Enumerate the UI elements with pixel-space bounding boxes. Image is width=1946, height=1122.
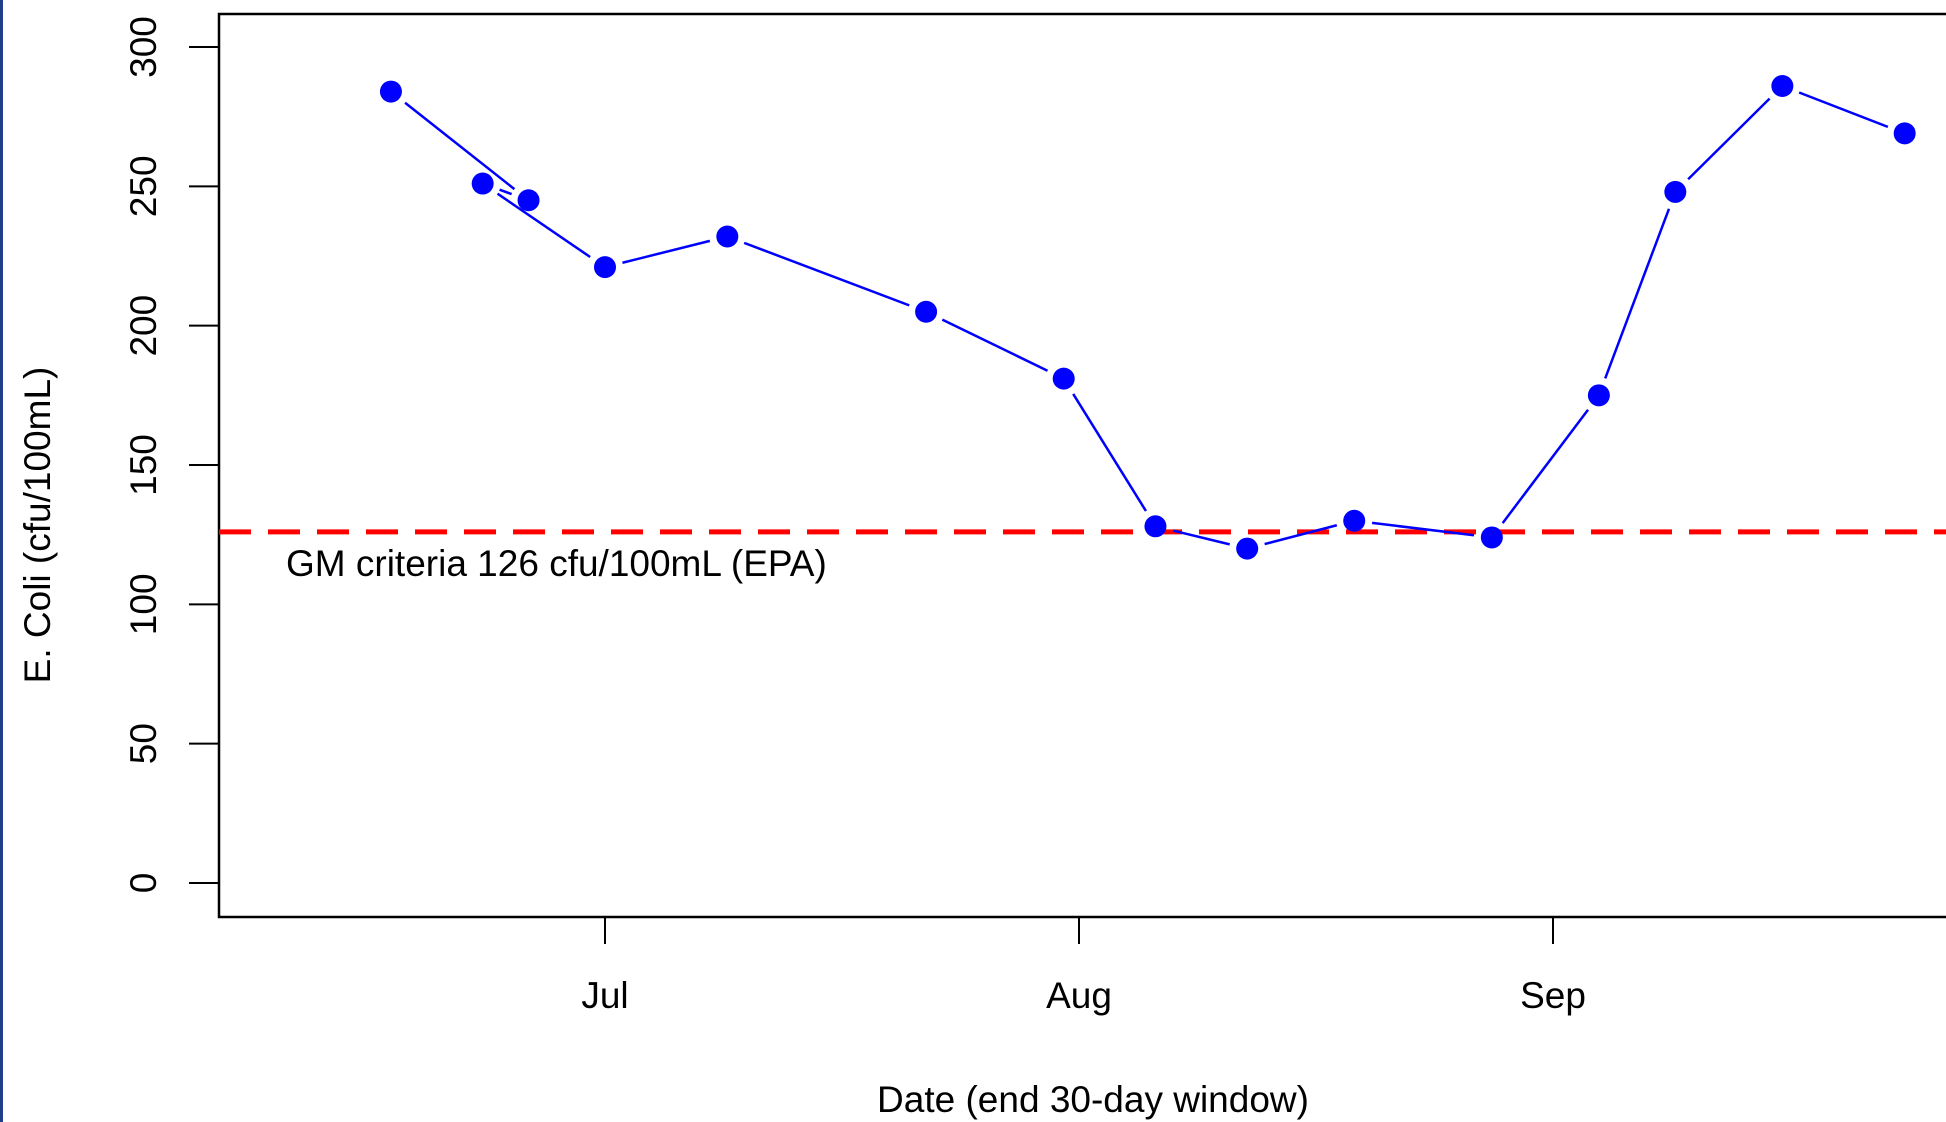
series-segment xyxy=(1264,524,1338,546)
data-point xyxy=(1664,180,1687,203)
data-point xyxy=(594,256,616,279)
series-segment xyxy=(941,318,1049,372)
data-point xyxy=(471,172,494,195)
x-axis-label: Date (end 30-day window) xyxy=(877,1079,1309,1120)
y-tick-label: 100 xyxy=(123,573,164,635)
series-segment xyxy=(1687,97,1771,181)
y-tick-label: 0 xyxy=(123,873,164,894)
data-point xyxy=(1587,384,1610,407)
series-segment xyxy=(1072,393,1148,512)
data-point xyxy=(1144,515,1167,538)
series-segment xyxy=(1604,208,1671,379)
data-point xyxy=(1480,526,1503,549)
series-segment xyxy=(622,239,711,264)
series-segment xyxy=(1501,408,1590,524)
x-tick-label: Aug xyxy=(1046,975,1112,1016)
data-point xyxy=(379,80,402,103)
y-tick-label: 50 xyxy=(123,723,164,764)
y-tick-label: 300 xyxy=(123,16,164,78)
series-segment xyxy=(1371,521,1475,537)
plot-box xyxy=(217,12,1946,919)
data-point xyxy=(915,300,938,323)
series-group xyxy=(379,75,1916,560)
data-point xyxy=(1343,509,1366,532)
x-tick-label: Sep xyxy=(1520,975,1586,1016)
series-segment xyxy=(404,101,516,191)
data-point xyxy=(1893,122,1916,145)
series-segment xyxy=(499,188,513,196)
reference-line-group: GM criteria 126 cfu/100mL (EPA) xyxy=(219,529,1946,584)
data-point xyxy=(1052,367,1075,390)
y-tick-label: 250 xyxy=(123,155,164,217)
line-chart: 0 50 100 150 200 250 300 Jul Aug Sep GM criteria… xyxy=(17,12,1946,1120)
series-segment xyxy=(743,241,910,307)
y-axis-label: E. Coli (cfu/100mL) xyxy=(17,367,58,684)
reference-line-label: GM criteria 126 cfu/100mL (EPA) xyxy=(286,543,827,584)
series-segment xyxy=(1172,529,1230,546)
series-segment xyxy=(1798,91,1889,129)
data-point xyxy=(716,225,739,248)
data-point xyxy=(517,189,540,212)
y-tick-label: 150 xyxy=(123,434,164,496)
data-point xyxy=(1771,75,1794,98)
y-axis: 0 50 100 150 200 250 300 xyxy=(123,16,220,894)
x-tick-label: Jul xyxy=(581,975,628,1016)
x-axis: Jul Aug Sep xyxy=(581,916,1586,1016)
data-point xyxy=(1236,537,1259,560)
y-tick-label: 200 xyxy=(123,295,164,357)
series-segment xyxy=(496,192,591,259)
